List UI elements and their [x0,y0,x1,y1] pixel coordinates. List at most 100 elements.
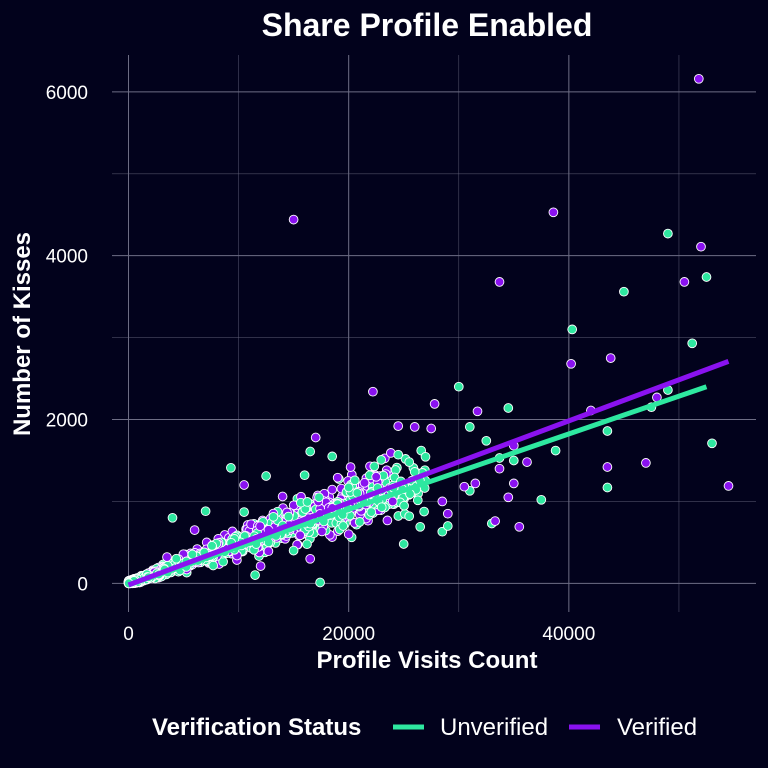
data-point-unverified [481,435,492,446]
legend-label-unverified: Unverified [440,714,548,741]
data-point-unverified [327,451,338,462]
data-point-unverified [404,511,415,522]
data-point-verified [514,521,525,532]
data-point-verified [288,214,299,225]
data-point-unverified [208,560,219,571]
data-point-unverified [305,446,316,457]
data-point-verified [442,508,453,519]
data-point-verified [426,423,437,434]
data-point-unverified [349,475,360,486]
data-point-verified [343,529,354,540]
data-point-verified [371,471,382,482]
x-tick-label: 20000 [322,624,375,645]
data-point-verified [310,432,321,443]
data-point-unverified [302,539,312,550]
data-point-unverified [171,553,182,564]
data-point-unverified [412,495,423,506]
data-point-verified [317,526,327,537]
data-point-unverified [399,500,409,511]
data-point-verified [368,386,378,397]
data-point-unverified [393,449,404,460]
data-point-unverified [200,506,211,517]
data-point-unverified [369,461,380,472]
data-point-unverified [707,438,717,449]
data-point-unverified [250,570,260,580]
y-tick-label: 4000 [46,247,88,268]
trend-line-unverified [127,384,708,588]
trend-lines [127,359,730,588]
data-point-verified [503,492,514,503]
data-point-unverified [550,445,561,456]
data-point-verified [522,457,532,467]
data-point-verified [382,515,393,526]
y-axis-ticks: 0 2000 4000 6000 [46,83,88,595]
data-point-verified [332,472,343,483]
data-point-unverified [619,286,629,297]
data-point-unverified [536,494,547,505]
data-point-verified [429,399,440,409]
data-point-unverified [508,455,519,466]
data-point-unverified [239,507,249,517]
data-point-verified [255,561,266,571]
data-point-verified [393,421,404,431]
legend-label-verified: Verified [617,714,697,741]
data-point-verified [602,462,613,472]
trend-line-verified [127,359,730,588]
data-point-unverified [314,492,324,503]
data-point-verified [641,458,651,468]
data-point-unverified [288,545,299,556]
data-point-verified [277,491,288,502]
data-point-unverified [376,502,387,513]
y-axis-title: Number of Kisses [9,232,36,436]
data-point-unverified [687,338,698,349]
data-point-unverified [268,511,279,522]
legend: Verification Status Unverified Verified [152,714,697,741]
data-point-verified [327,484,338,495]
data-point-verified [679,277,690,287]
legend-title: Verification Status [152,714,361,741]
data-point-unverified [207,540,217,551]
data-point-unverified [343,482,354,493]
data-point-unverified [226,462,236,473]
data-point-unverified [602,426,613,436]
data-point-verified [494,463,505,474]
data-point-verified [437,496,448,507]
data-point-verified [566,358,576,369]
grid-lines [112,55,756,612]
data-points [123,73,734,589]
data-point-verified [295,530,305,541]
y-tick-label: 0 [77,574,88,595]
data-point-unverified [299,470,310,481]
data-point-unverified [354,517,365,527]
data-point-unverified [366,507,377,517]
chart-title: Share Profile Enabled [262,7,593,43]
data-point-verified [494,277,505,287]
data-point-verified [189,525,200,535]
data-point-unverified [415,521,426,532]
data-point-unverified [398,539,409,549]
data-point-verified [162,552,172,562]
data-point-verified [490,516,500,526]
data-point-verified [605,353,616,363]
data-point-unverified [503,403,514,413]
y-tick-label: 6000 [46,83,88,104]
data-point-unverified [663,228,673,239]
data-point-verified [345,462,356,472]
data-point-unverified [701,272,712,282]
data-point-unverified [315,577,325,588]
data-point-unverified [338,521,349,531]
data-point-verified [696,241,706,252]
data-point-unverified [453,381,464,392]
data-point-verified [255,521,265,532]
y-tick-label: 2000 [46,411,88,432]
data-point-verified [239,480,249,490]
data-point-verified [508,478,519,489]
data-point-unverified [404,457,415,467]
data-point-verified [387,496,398,507]
data-point-verified [359,477,370,488]
data-point-unverified [419,506,429,517]
data-point-unverified [261,471,271,481]
data-point-unverified [376,455,387,465]
data-point-unverified [464,422,475,432]
